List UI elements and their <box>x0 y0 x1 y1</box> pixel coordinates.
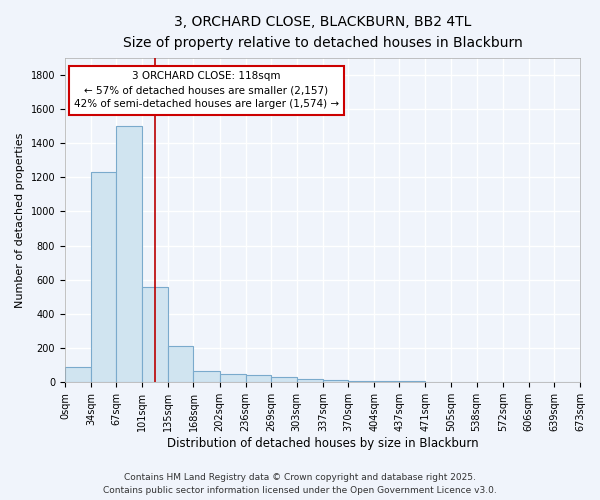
Bar <box>245 374 271 382</box>
Bar <box>297 379 323 382</box>
Bar <box>271 377 297 382</box>
Y-axis label: Number of detached properties: Number of detached properties <box>15 132 25 308</box>
Bar <box>193 371 220 382</box>
Bar <box>168 346 193 382</box>
Bar <box>65 367 91 382</box>
Text: 3 ORCHARD CLOSE: 118sqm
← 57% of detached houses are smaller (2,157)
42% of semi: 3 ORCHARD CLOSE: 118sqm ← 57% of detache… <box>74 72 339 110</box>
Bar <box>220 374 245 382</box>
Title: 3, ORCHARD CLOSE, BLACKBURN, BB2 4TL
Size of property relative to detached house: 3, ORCHARD CLOSE, BLACKBURN, BB2 4TL Siz… <box>122 15 523 50</box>
Text: Contains HM Land Registry data © Crown copyright and database right 2025.
Contai: Contains HM Land Registry data © Crown c… <box>103 474 497 495</box>
Bar <box>142 286 168 382</box>
Bar <box>91 172 116 382</box>
Bar <box>348 380 374 382</box>
X-axis label: Distribution of detached houses by size in Blackburn: Distribution of detached houses by size … <box>167 437 478 450</box>
Bar <box>323 380 348 382</box>
Bar <box>116 126 142 382</box>
